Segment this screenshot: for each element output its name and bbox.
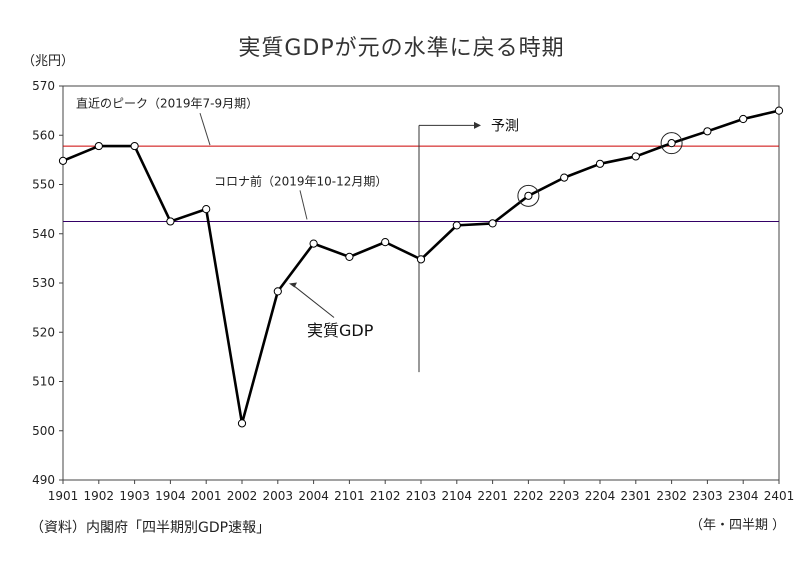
data-point-1904 bbox=[166, 217, 175, 226]
x-tick-label: 2004 bbox=[298, 489, 329, 503]
x-tick-label: 2203 bbox=[549, 489, 580, 503]
x-tick-label: 2302 bbox=[656, 489, 687, 503]
data-point-2304 bbox=[739, 114, 748, 124]
pre-covid-label-pointer bbox=[299, 190, 308, 220]
y-tick-label: 490 bbox=[32, 473, 55, 487]
data-point-2302 bbox=[667, 139, 676, 148]
source-note: （資料）内閣府「四半期別GDP速報」 bbox=[30, 520, 271, 536]
data-point-2301 bbox=[631, 152, 640, 161]
y-tick-label: 570 bbox=[32, 79, 55, 93]
series-label: 実質GDP bbox=[307, 321, 374, 340]
data-point-1902 bbox=[94, 141, 103, 151]
x-tick-label: 1904 bbox=[155, 489, 186, 503]
x-tick-label: 2204 bbox=[585, 489, 616, 503]
y-tick-label: 510 bbox=[32, 375, 55, 389]
pre-covid-reference-label: コロナ前（2019年10-12月期） bbox=[214, 173, 387, 188]
y-tick-label: 520 bbox=[32, 325, 55, 339]
x-tick-label: 2002 bbox=[227, 489, 258, 503]
x-tick-label: 2103 bbox=[406, 489, 437, 503]
x-tick-label: 2401 bbox=[764, 489, 795, 503]
data-point-1903 bbox=[130, 141, 139, 151]
series-label-arrowhead bbox=[289, 282, 297, 288]
x-tick-label: 2304 bbox=[728, 489, 759, 503]
y-tick-label: 560 bbox=[32, 128, 55, 142]
y-axis-unit-label: （兆円） bbox=[22, 54, 75, 69]
data-point-1901 bbox=[58, 156, 68, 165]
data-point-2104 bbox=[452, 221, 461, 230]
chart-title: 実質GDPが元の水準に戻る時期 bbox=[238, 36, 565, 61]
x-tick-label: 2301 bbox=[621, 489, 652, 503]
x-tick-label: 1902 bbox=[84, 489, 115, 503]
data-point-2401 bbox=[774, 106, 784, 115]
data-point-2103 bbox=[416, 255, 426, 264]
gdp-series-line bbox=[62, 109, 780, 425]
x-tick-label: 1901 bbox=[48, 489, 79, 503]
x-tick-label: 2303 bbox=[692, 489, 723, 503]
series-label-arrow bbox=[293, 285, 335, 318]
x-tick-label: 2101 bbox=[334, 489, 365, 503]
data-point-2202 bbox=[524, 191, 533, 200]
y-tick-label: 540 bbox=[32, 227, 55, 241]
x-tick-label: 2003 bbox=[263, 489, 294, 503]
x-tick-label: 1903 bbox=[119, 489, 150, 503]
data-point-2101 bbox=[345, 252, 354, 261]
highlight-circle-2202 bbox=[517, 184, 540, 207]
x-tick-label: 2201 bbox=[477, 489, 508, 503]
highlight-circle-2302 bbox=[660, 132, 683, 155]
y-tick-label: 550 bbox=[32, 178, 55, 192]
y-tick-label: 500 bbox=[32, 424, 55, 438]
x-tick-label: 2202 bbox=[513, 489, 544, 503]
x-tick-label: 2102 bbox=[370, 489, 401, 503]
x-tick-label: 2001 bbox=[191, 489, 222, 503]
data-point-2201 bbox=[488, 219, 497, 228]
data-point-2102 bbox=[381, 238, 390, 247]
data-point-2203 bbox=[560, 173, 569, 182]
data-point-2204 bbox=[595, 159, 605, 168]
x-tick-label: 2104 bbox=[442, 489, 473, 503]
data-point-2003 bbox=[273, 287, 282, 296]
data-point-2001 bbox=[202, 205, 211, 214]
forecast-label: 予測 bbox=[491, 118, 519, 134]
forecast-arrowhead bbox=[474, 121, 481, 129]
peak-reference-label: 直近のピーク（2019年7-9月期） bbox=[76, 97, 258, 111]
y-tick-label: 530 bbox=[32, 276, 55, 290]
data-point-2303 bbox=[703, 127, 712, 136]
data-point-2002 bbox=[237, 419, 247, 428]
peak-label-pointer bbox=[199, 112, 211, 146]
x-axis-unit-label: （年・四半期 ） bbox=[690, 518, 786, 533]
data-point-2004 bbox=[309, 239, 318, 248]
